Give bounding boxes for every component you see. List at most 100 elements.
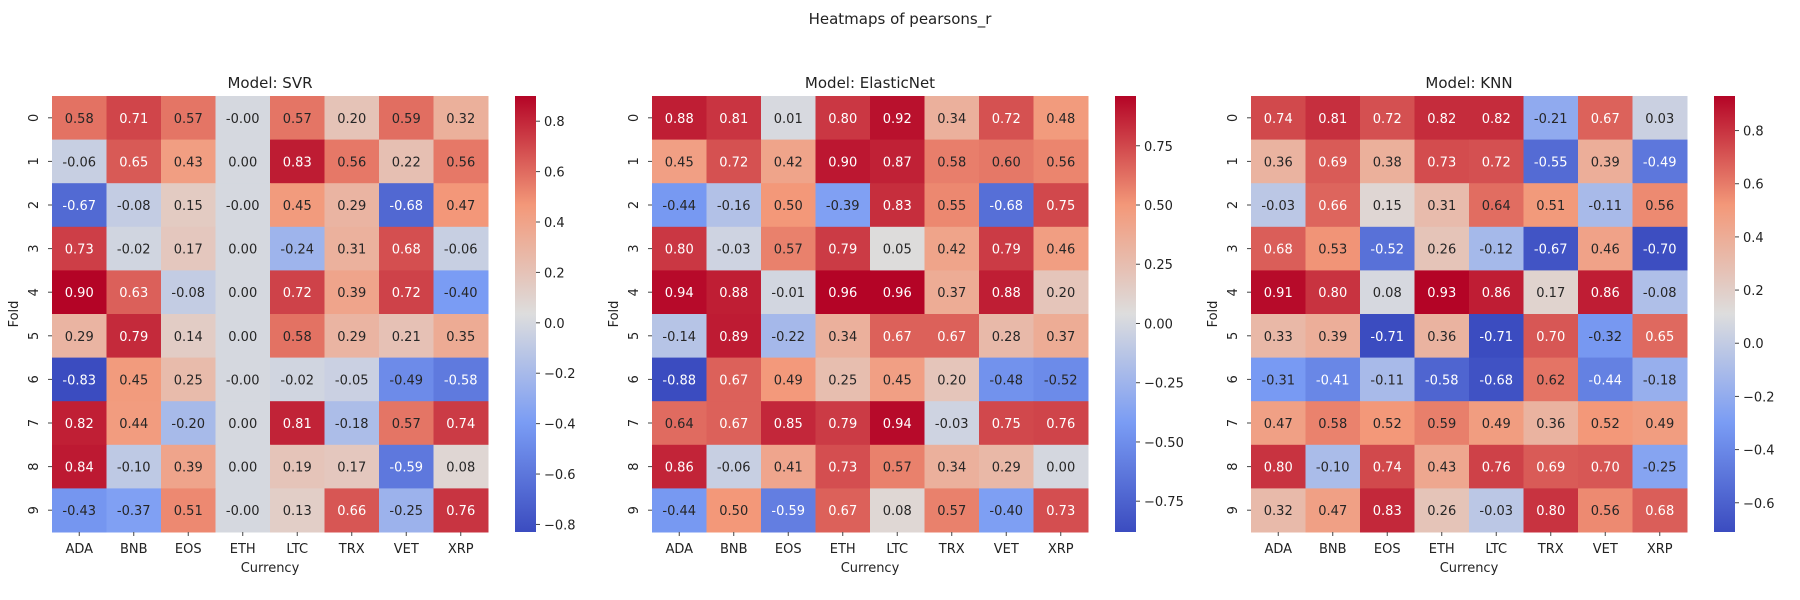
- cell-label: 0.86: [1591, 286, 1620, 301]
- heatmap-cell: [215, 183, 271, 228]
- cell-label: 0.31: [337, 243, 366, 258]
- heatmap-cell: [706, 270, 762, 315]
- cell-label: 0.57: [392, 417, 421, 432]
- cell-label: -0.03: [1479, 504, 1513, 519]
- heatmap-cell: [815, 226, 871, 271]
- x-tick-label: VET: [1593, 542, 1618, 557]
- heatmap-cell: [1632, 444, 1688, 489]
- heatmap-cell: [161, 357, 216, 402]
- cell-label: 0.74: [1373, 461, 1402, 476]
- cell-label: -0.03: [1261, 199, 1295, 214]
- cell-label: 0.39: [1591, 155, 1620, 170]
- heatmap-cell: [761, 226, 816, 271]
- cell-label: 0.82: [1482, 112, 1511, 127]
- heatmap-cell: [215, 96, 271, 141]
- heatmap-cell: [1523, 444, 1579, 489]
- cell-label: 0.08: [1373, 286, 1402, 301]
- cell-label: 0.08: [446, 461, 475, 476]
- colorbar-tick-label: 0.50: [1144, 199, 1173, 214]
- cell-label: -0.49: [389, 373, 423, 388]
- heatmap-cell: [215, 226, 271, 271]
- heatmap-cell: [324, 488, 380, 533]
- cell-label: 0.29: [992, 461, 1021, 476]
- heatmap-cell: [1469, 226, 1524, 271]
- cell-label: 0.88: [665, 112, 694, 127]
- cell-label: 0.57: [283, 112, 312, 127]
- heatmap-cell: [979, 314, 1034, 359]
- cell-label: 0.17: [1536, 286, 1565, 301]
- x-tick-label: TRX: [938, 542, 965, 557]
- cell-label: 0.86: [665, 461, 694, 476]
- heatmap-cell: [1523, 96, 1579, 141]
- cell-label: 0.56: [1645, 199, 1674, 214]
- heatmap-cell: [433, 314, 489, 359]
- cell-label: 0.83: [883, 199, 912, 214]
- cell-label: -0.44: [1588, 373, 1622, 388]
- heatmap-cell: [815, 96, 871, 141]
- heatmap-cell: [215, 488, 271, 533]
- cell-label: 0.96: [828, 286, 857, 301]
- cell-label: -0.68: [989, 199, 1023, 214]
- heatmap-cell: [215, 444, 271, 489]
- heatmap-cell: [1469, 357, 1524, 402]
- heatmap-cell: [1033, 270, 1089, 315]
- heatmap-cell: [815, 139, 871, 184]
- y-tick-label: 1: [27, 157, 42, 165]
- cell-label: 0.67: [883, 330, 912, 345]
- heatmap-cell: [215, 357, 271, 402]
- heatmap-cell: [270, 183, 325, 228]
- heatmap-cell: [52, 444, 107, 489]
- heatmap-cell: [270, 314, 325, 359]
- cell-label: 0.45: [883, 373, 912, 388]
- cell-label: -0.10: [117, 461, 151, 476]
- colorbar: [1714, 96, 1735, 532]
- cell-label: -0.70: [1643, 243, 1677, 258]
- heatmap-cell: [433, 444, 489, 489]
- cell-label: 0.48: [1046, 112, 1075, 127]
- cell-label: -0.25: [389, 504, 423, 519]
- colorbar-tick-label: 0.8: [1743, 125, 1764, 140]
- cell-label: -0.71: [1370, 330, 1404, 345]
- heatmap-cell: [652, 96, 707, 141]
- heatmap-cell: [1305, 183, 1361, 228]
- cell-label: 0.00: [228, 417, 257, 432]
- heatmap-cell: [161, 444, 216, 489]
- colorbar-tick-label: −0.6: [1743, 497, 1775, 512]
- heatmap-cell: [706, 357, 762, 402]
- heatmap-cell: [761, 139, 816, 184]
- cell-label: 0.72: [392, 286, 421, 301]
- heatmap-cell: [1578, 183, 1633, 228]
- colorbar-tick-label: 0.8: [544, 115, 565, 130]
- heatmap-cell: [106, 314, 162, 359]
- cell-label: 0.25: [828, 373, 857, 388]
- y-tick-label: 7: [27, 419, 42, 427]
- cell-label: 0.94: [665, 286, 694, 301]
- heatmap-cell: [1523, 401, 1579, 446]
- cell-label: 0.69: [1536, 461, 1565, 476]
- heatmap-cell: [1523, 488, 1579, 533]
- heatmap-cell: [1305, 488, 1361, 533]
- colorbar-tick-label: 0.75: [1144, 140, 1173, 155]
- cell-label: 0.74: [446, 417, 475, 432]
- cell-label: -0.24: [280, 243, 314, 258]
- y-tick-label: 9: [1226, 506, 1241, 514]
- heatmap-cell: [1033, 96, 1089, 141]
- heatmap-cell: [106, 183, 162, 228]
- heatmap-cell: [433, 96, 489, 141]
- heatmap-cell: [1305, 444, 1361, 489]
- cell-label: 0.64: [665, 417, 694, 432]
- heatmap-cell: [324, 314, 380, 359]
- heatmap-cell: [270, 139, 325, 184]
- cell-label: -0.44: [662, 199, 696, 214]
- heatmap-cell: [706, 183, 762, 228]
- heatmap-cell: [1251, 488, 1306, 533]
- heatmap-cell: [1360, 183, 1415, 228]
- heatmap-cell: [1578, 96, 1633, 141]
- x-tick-label: ETH: [830, 542, 856, 557]
- cell-label: 0.15: [174, 199, 203, 214]
- cell-label: 0.28: [992, 330, 1021, 345]
- cell-label: 0.71: [119, 112, 148, 127]
- cell-label: -0.68: [389, 199, 423, 214]
- cell-label: -0.52: [1044, 373, 1078, 388]
- heatmap-cell: [1305, 96, 1361, 141]
